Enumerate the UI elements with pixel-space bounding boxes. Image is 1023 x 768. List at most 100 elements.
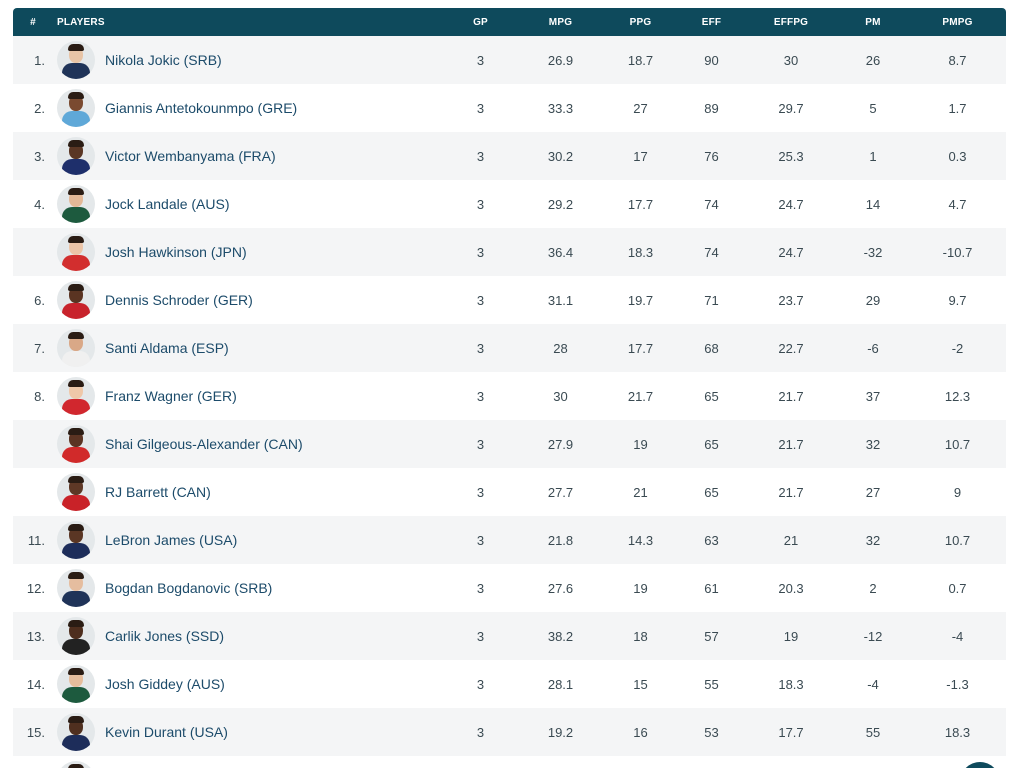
jersey-shape: [62, 159, 90, 175]
player-link[interactable]: Victor Wembanyama (FRA): [53, 132, 443, 180]
mpg-cell: 33.3: [547, 100, 574, 116]
player-link[interactable]: Kevin Durant (USA): [53, 708, 443, 756]
player-cell: Carlik Jones (SSD): [53, 612, 443, 660]
player-link[interactable]: Santi Aldama (ESP): [53, 324, 443, 372]
jersey-shape: [62, 63, 90, 79]
player-name[interactable]: LeBron James (USA): [105, 532, 238, 548]
table-row: Josh Hawkinson (JPN) 3 36.4 18.3 74 24.7…: [13, 228, 1006, 276]
ppg-cell: 17.7: [627, 196, 654, 212]
player-name[interactable]: Bogdan Bogdanovic (SRB): [105, 580, 273, 596]
effpg-cell: 19: [783, 628, 799, 644]
jersey-shape: [62, 495, 90, 511]
jersey-shape: [62, 735, 90, 751]
player-name[interactable]: Victor Wembanyama (FRA): [105, 148, 276, 164]
rank-cell: [13, 756, 53, 768]
eff-cell: 76: [704, 148, 719, 164]
scroll-to-top-button[interactable]: [960, 762, 1000, 768]
pmpg-cell: 4.7: [948, 196, 967, 212]
header-mpg[interactable]: MPG: [548, 16, 573, 28]
player-cell: Nikola Jokic (SRB): [53, 36, 443, 84]
player-link[interactable]: Dennis Schroder (GER): [53, 276, 443, 324]
player-link[interactable]: Nikola Jokic (SRB): [53, 36, 443, 84]
pmpg-cell: 10.7: [944, 532, 971, 548]
ppg-cell: 18.7: [627, 52, 654, 68]
player-link[interactable]: [53, 756, 443, 768]
gp-cell: 3: [476, 436, 485, 452]
rank-cell: 3.: [34, 148, 45, 164]
player-link[interactable]: Jock Landale (AUS): [53, 180, 443, 228]
gp-cell: 3: [476, 724, 485, 740]
player-name[interactable]: Santi Aldama (ESP): [105, 340, 229, 356]
pm-cell: 5: [869, 100, 877, 116]
jersey-shape: [62, 687, 90, 703]
player-name[interactable]: Kevin Durant (USA): [105, 724, 228, 740]
eff-cell: 61: [704, 580, 719, 596]
table-row: 1. Nikola Jokic (SRB) 3 26.9 18.7 90 30 …: [13, 36, 1006, 84]
player-link[interactable]: RJ Barrett (CAN): [53, 468, 443, 516]
pm-cell: [837, 756, 909, 768]
player-link[interactable]: Shai Gilgeous-Alexander (CAN): [53, 420, 443, 468]
mpg-cell: 19.2: [547, 724, 574, 740]
player-stats-table: # PLAYERS GP MPG PPG EFF EFFPG PM PMPG 1…: [13, 8, 1006, 768]
hair-shape: [68, 572, 84, 579]
player-name[interactable]: Franz Wagner (GER): [105, 388, 237, 404]
mpg-cell: 30.2: [547, 148, 574, 164]
ppg-cell: 19: [633, 436, 648, 452]
pmpg-cell: -2: [951, 340, 964, 356]
table-row: 11. LeBron James (USA) 3 21.8 14.3 63 21…: [13, 516, 1006, 564]
player-link[interactable]: Josh Hawkinson (JPN): [53, 228, 443, 276]
rank-cell: 6.: [34, 292, 45, 308]
player-link[interactable]: Bogdan Bogdanovic (SRB): [53, 564, 443, 612]
hair-shape: [68, 236, 84, 243]
player-link[interactable]: Giannis Antetokounmpo (GRE): [53, 84, 443, 132]
player-name[interactable]: RJ Barrett (CAN): [105, 484, 211, 500]
header-pm[interactable]: PM: [865, 16, 881, 28]
header-eff[interactable]: EFF: [701, 16, 722, 28]
jersey-shape: [62, 351, 90, 367]
hair-shape: [68, 140, 84, 147]
player-name[interactable]: Giannis Antetokounmpo (GRE): [105, 100, 298, 116]
player-link[interactable]: LeBron James (USA): [53, 516, 443, 564]
effpg-cell: 25.3: [778, 148, 804, 164]
hair-shape: [68, 188, 84, 195]
header-gp[interactable]: GP: [473, 16, 488, 28]
player-name[interactable]: Nikola Jokic (SRB): [105, 52, 222, 68]
mpg-cell: 31.1: [547, 292, 574, 308]
effpg-cell: 21.7: [778, 484, 804, 500]
player-name[interactable]: Shai Gilgeous-Alexander (CAN): [105, 436, 303, 452]
ppg-cell: 17.7: [627, 340, 654, 356]
header-effpg[interactable]: EFFPG: [773, 16, 809, 28]
gp-cell: 3: [476, 52, 485, 68]
player-avatar: [57, 425, 95, 463]
gp-cell: 3: [476, 148, 485, 164]
gp-cell: 3: [476, 244, 485, 260]
pmpg-cell: 1.7: [948, 100, 967, 116]
pmpg-cell: 12.3: [944, 388, 971, 404]
pmpg-cell: 0.3: [948, 148, 967, 164]
player-link[interactable]: Franz Wagner (GER): [53, 372, 443, 420]
effpg-cell: 24.7: [778, 244, 804, 260]
rank-cell: 8.: [34, 388, 45, 404]
header-pmpg[interactable]: PMPG: [942, 16, 973, 28]
header-ppg[interactable]: PPG: [629, 16, 652, 28]
header-players[interactable]: PLAYERS: [57, 16, 105, 28]
player-avatar: [57, 617, 95, 655]
player-link[interactable]: Josh Giddey (AUS): [53, 660, 443, 708]
player-cell: RJ Barrett (CAN): [53, 468, 443, 516]
player-name[interactable]: Josh Hawkinson (JPN): [105, 244, 247, 260]
player-avatar: [57, 137, 95, 175]
player-name[interactable]: Josh Giddey (AUS): [105, 676, 225, 692]
hair-shape: [68, 332, 84, 339]
effpg-cell: 21: [783, 532, 799, 548]
mpg-cell: 30: [553, 388, 568, 404]
player-name[interactable]: Carlik Jones (SSD): [105, 628, 225, 644]
mpg-cell: 27.9: [547, 436, 574, 452]
table-row: 2. Giannis Antetokounmpo (GRE) 3 33.3 27…: [13, 84, 1006, 132]
pm-cell: 27: [865, 484, 881, 500]
player-name[interactable]: Dennis Schroder (GER): [105, 292, 253, 308]
player-name[interactable]: Jock Landale (AUS): [105, 196, 230, 212]
player-link[interactable]: Carlik Jones (SSD): [53, 612, 443, 660]
pm-cell: 37: [865, 388, 881, 404]
mpg-cell: 28.1: [547, 676, 574, 692]
ppg-cell: 19.7: [627, 292, 654, 308]
